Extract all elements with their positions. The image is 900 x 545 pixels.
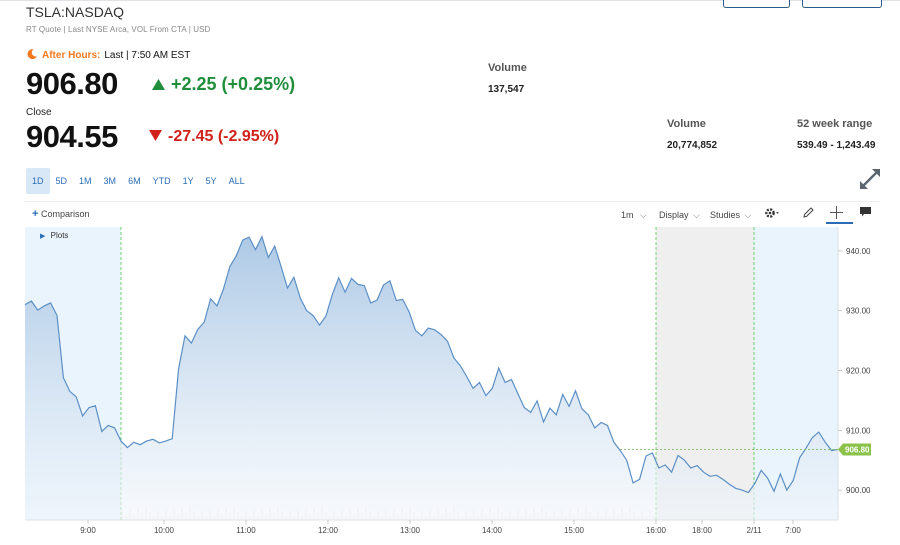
studies-label: Studies — [710, 210, 741, 220]
range-5y[interactable]: 5Y — [205, 176, 217, 186]
y-tick-label: 940.00 — [846, 247, 871, 256]
after-hours-change: +2.25 (+0.25%) — [152, 74, 295, 95]
x-tick-label: 18:00 — [692, 526, 713, 535]
after-hours-time: Last | 7:50 AM EST — [104, 50, 191, 61]
triangle-up-icon — [152, 74, 165, 95]
range-all[interactable]: ALL — [228, 176, 245, 186]
x-tick-label: 16:00 — [646, 526, 667, 535]
triangle-right-icon: ▶ — [40, 233, 46, 240]
y-tick-label: 900.00 — [846, 486, 871, 495]
top-button-right[interactable] — [802, 0, 882, 8]
close-change: -27.45 (-2.95%) — [149, 128, 279, 146]
x-tick-label: 9:00 — [80, 526, 96, 535]
x-tick-label: 10:00 — [154, 526, 175, 535]
after-hours-price: 906.80 — [26, 66, 118, 101]
current-price-tag — [838, 443, 871, 456]
x-tick-label: 14:00 — [482, 526, 503, 535]
comparison-label: Comparison — [40, 209, 90, 219]
range-5d[interactable]: 5D — [55, 176, 68, 186]
close-label: Close — [26, 107, 52, 118]
after-hours-label: After Hours: — [42, 50, 101, 61]
comparison-button[interactable]: + Comparison — [32, 208, 89, 220]
interval-dropdown[interactable]: 1m ⌵ — [621, 210, 647, 221]
week-range: 539.49 - 1,243.49 — [797, 140, 876, 151]
x-tick-label: 12:00 — [318, 526, 339, 535]
ticker-symbol: TSLA:NASDAQ — [26, 4, 125, 20]
range-1y[interactable]: 1Y — [182, 176, 194, 186]
studies-dropdown[interactable]: Studies ⌵ — [710, 210, 751, 221]
range-1d[interactable]: 1D — [26, 168, 50, 194]
active-tool-indicator — [826, 222, 853, 224]
plots-toggle[interactable]: ▶ Plots — [40, 231, 68, 240]
after-hours-volume-label: Volume — [488, 62, 527, 74]
premarket-shading — [754, 227, 838, 520]
price-line — [24, 234, 839, 494]
top-border — [0, 0, 900, 1]
close-change-value: -27.45 (-2.95%) — [168, 128, 280, 145]
x-tick-label: 15:00 — [564, 526, 585, 535]
chevron-down-icon: ⌵ — [744, 210, 752, 220]
moon-icon — [26, 48, 38, 63]
quote-source: RT Quote | Last NYSE Arca, VOL From CTA … — [26, 25, 211, 34]
range-selector: 1D 5D 1M 3M 6M YTD 1Y 5Y ALL — [26, 168, 251, 194]
close-volume-label: Volume — [667, 118, 706, 130]
close-volume: 20,774,852 — [667, 140, 718, 151]
display-label: Display — [659, 210, 689, 220]
expand-icon[interactable] — [858, 167, 882, 191]
triangle-down-icon — [149, 128, 162, 146]
current-price-label: 906.80 — [845, 445, 870, 454]
draw-pencil-icon[interactable] — [802, 206, 815, 221]
x-tick-label: 11:00 — [236, 526, 256, 535]
y-tick-label: 920.00 — [846, 367, 871, 376]
interval-value: 1m — [621, 210, 634, 220]
display-dropdown[interactable]: Display ⌵ — [659, 210, 700, 221]
gear-icon[interactable] — [764, 207, 780, 221]
x-tick-label: 13:00 — [400, 526, 421, 535]
crosshair-icon[interactable] — [830, 206, 843, 221]
chevron-down-icon: ⌵ — [640, 210, 647, 220]
chevron-down-icon: ⌵ — [693, 210, 700, 220]
after-hours-volume: 137,547 — [488, 84, 525, 95]
close-price: 904.55 — [26, 119, 118, 154]
top-button-left[interactable] — [723, 0, 790, 8]
premarket-shading — [25, 227, 121, 520]
plots-label: Plots — [50, 231, 69, 240]
range-1m[interactable]: 1M — [79, 176, 92, 186]
after-hours-row: After Hours: Last | 7:50 AM EST — [26, 48, 190, 63]
after-hours-change-value: +2.25 (+0.25%) — [171, 74, 296, 94]
comment-icon[interactable] — [859, 206, 872, 220]
chart-toolbar: + Comparison 1m ⌵ Display ⌵ Studies ⌵ — [24, 201, 880, 227]
y-tick-label: 910.00 — [846, 426, 871, 435]
x-tick-label: 7:00 — [785, 526, 801, 535]
price-area — [25, 236, 838, 520]
range-ytd[interactable]: YTD — [152, 176, 171, 186]
range-3m[interactable]: 3M — [103, 176, 117, 186]
week-range-label: 52 week range — [797, 118, 873, 130]
x-tick-label: 2/11 — [747, 526, 763, 535]
plus-icon: + — [32, 208, 39, 220]
closed-shading — [656, 227, 754, 520]
range-6m[interactable]: 6M — [128, 176, 141, 186]
y-tick-label: 930.00 — [846, 307, 871, 316]
